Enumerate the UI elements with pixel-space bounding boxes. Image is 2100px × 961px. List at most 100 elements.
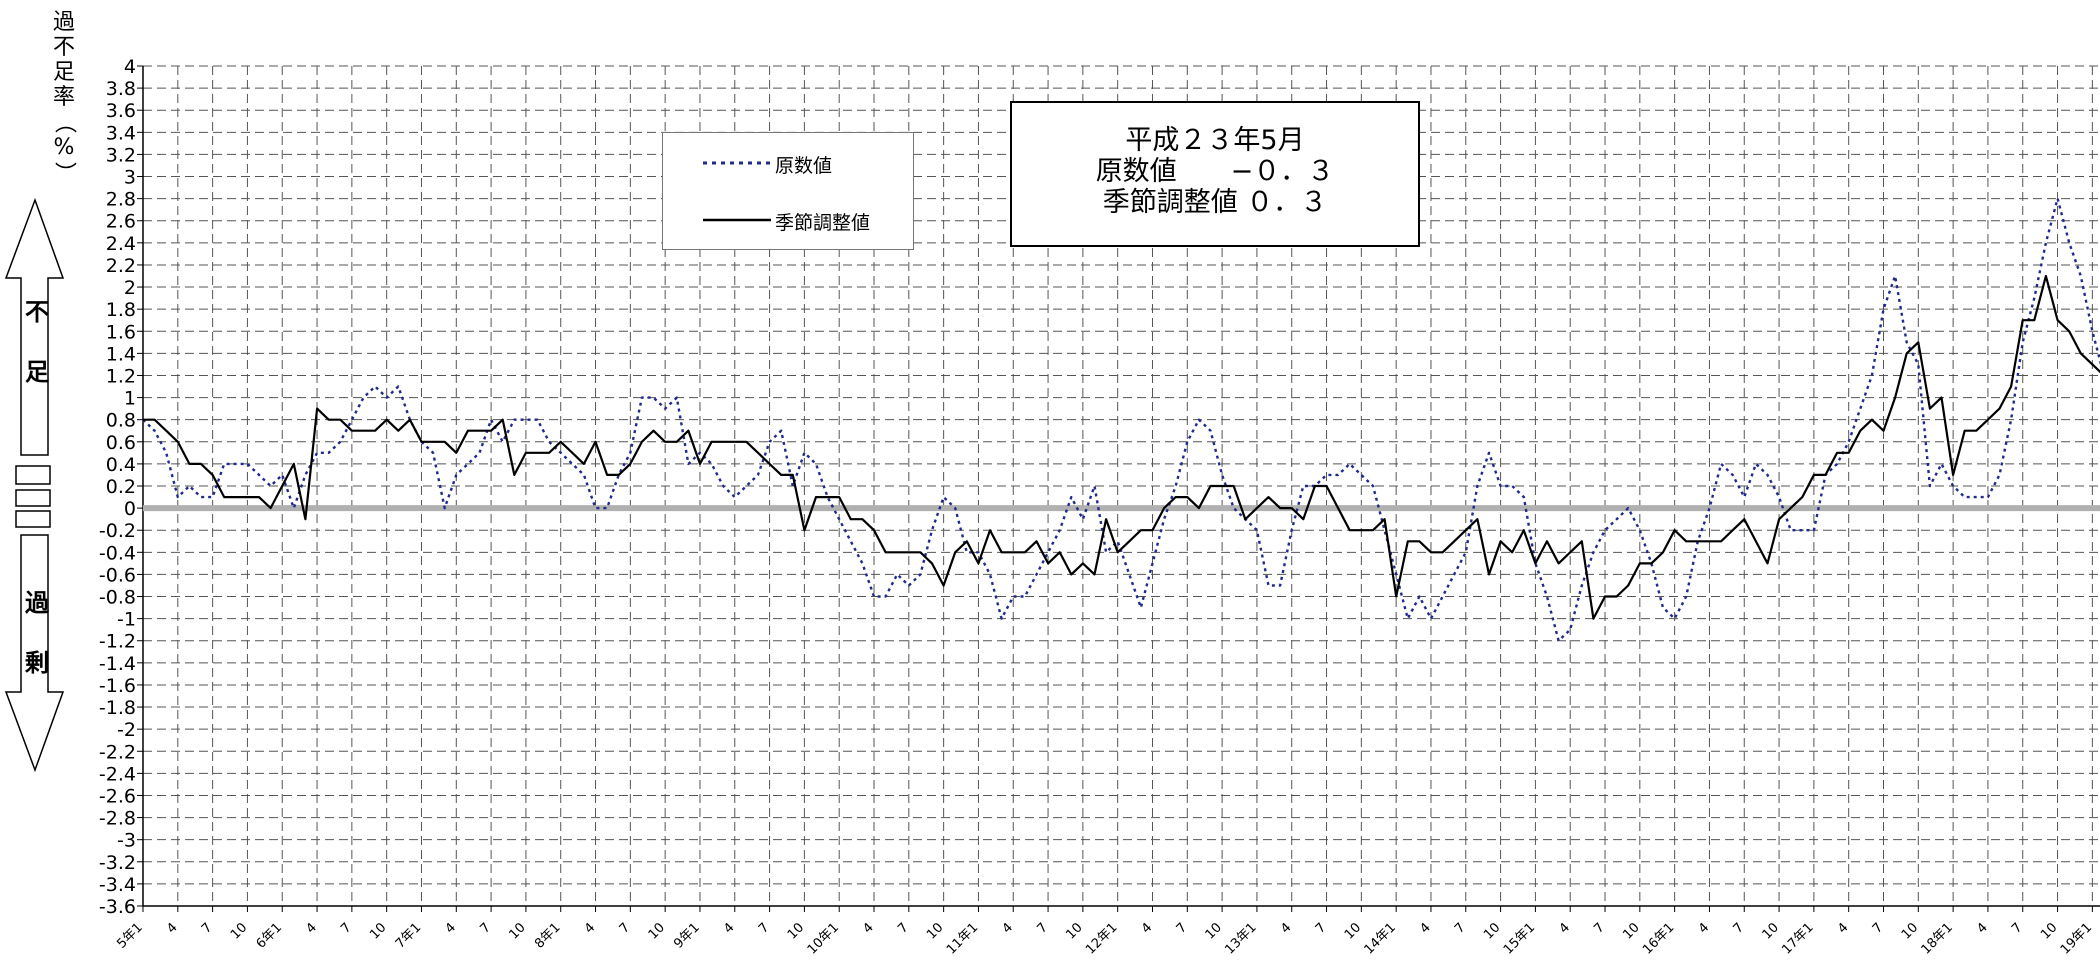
x-tick-label: 10 bbox=[1620, 920, 1642, 942]
x-tick-label: 19年1 bbox=[2058, 920, 2095, 957]
annotation-period: 平成２３年5月 bbox=[1125, 125, 1305, 156]
y-tick-label: -1.2 bbox=[99, 631, 136, 653]
x-tick-label: 4 bbox=[721, 920, 737, 936]
y-tick-label: 0.8 bbox=[106, 410, 136, 432]
x-tick-label: 4 bbox=[582, 920, 598, 936]
shortage-label: 不 足 bbox=[22, 282, 52, 402]
x-tick-label: 7 bbox=[895, 920, 911, 936]
x-tick-label: 10 bbox=[785, 920, 807, 942]
annotation-adjusted: 季節調整値 ０．３ bbox=[1102, 187, 1328, 218]
x-tick-label: 4 bbox=[164, 920, 180, 936]
shortage-excess-arrow bbox=[4, 197, 65, 773]
x-tick-label: 7 bbox=[338, 920, 354, 936]
x-tick-label: 6年1 bbox=[254, 920, 285, 951]
y-tick-label: -1.6 bbox=[99, 675, 136, 697]
x-tick-label: 7 bbox=[2009, 920, 2025, 936]
y-tick-label: 3.8 bbox=[106, 78, 136, 100]
x-tick-label: 4 bbox=[1557, 920, 1573, 936]
series-adjusted-line bbox=[143, 274, 2100, 620]
x-tick-label: 7 bbox=[1174, 920, 1190, 936]
legend-swatches bbox=[703, 161, 771, 222]
x-tick-label: 10 bbox=[1481, 920, 1503, 942]
x-tick-label: 10 bbox=[646, 920, 668, 942]
y-tick-label: 3.2 bbox=[106, 144, 136, 166]
x-tick-label: 10年1 bbox=[805, 920, 842, 957]
x-tick-label: 14年1 bbox=[1362, 920, 1399, 957]
x-tick-label: 7 bbox=[1452, 920, 1468, 936]
y-tick-label: 1.4 bbox=[106, 343, 136, 365]
x-tick-label: 4 bbox=[860, 920, 876, 936]
y-tick-labels: 43.83.63.43.232.82.62.42.221.81.61.41.21… bbox=[99, 56, 136, 918]
x-tick-label: 10 bbox=[228, 920, 250, 942]
y-tick-label: 0.2 bbox=[106, 476, 136, 498]
y-tick-label: -3 bbox=[117, 830, 136, 852]
y-tick-label: -0.6 bbox=[99, 564, 136, 586]
x-tick-label: 7 bbox=[756, 920, 772, 936]
legend-item-raw: 原数値 bbox=[775, 155, 833, 177]
x-tick-label: 7 bbox=[1034, 920, 1050, 936]
y-axis-label-char: 不 bbox=[52, 35, 75, 60]
x-tick-label: 18年1 bbox=[1919, 920, 1956, 957]
x-tick-label: 12年1 bbox=[1083, 920, 1120, 957]
x-tick-label: 8年1 bbox=[532, 920, 563, 951]
series-lines bbox=[142, 197, 2100, 642]
y-tick-label: -2.2 bbox=[99, 741, 136, 763]
x-tick-label: 10 bbox=[1203, 920, 1225, 942]
excess-char: 過 bbox=[25, 589, 49, 617]
y-axis-label: 過 不 足 率 （ % ） bbox=[51, 10, 77, 185]
y-axis-label-char: 率 bbox=[52, 85, 75, 110]
x-tick-label: 17年1 bbox=[1779, 920, 1816, 957]
x-tick-label: 7 bbox=[617, 920, 633, 936]
x-tick-label: 10 bbox=[367, 920, 389, 942]
x-tick-label: 7 bbox=[1731, 920, 1747, 936]
y-tick-label: 0 bbox=[124, 498, 136, 520]
x-tick-label: 10 bbox=[924, 920, 946, 942]
y-tick-label: 1.8 bbox=[106, 299, 136, 321]
x-tick-label: 7年1 bbox=[393, 920, 424, 951]
y-tick-label: -2.4 bbox=[99, 763, 136, 785]
y-tick-label: 2.2 bbox=[106, 255, 136, 277]
x-tick-label: 7 bbox=[1591, 920, 1607, 936]
x-tick-label: 10 bbox=[506, 920, 528, 942]
y-tick-label: 0.6 bbox=[106, 432, 136, 454]
y-tick-label: 1 bbox=[124, 388, 136, 410]
x-tick-label: 15年1 bbox=[1501, 920, 1538, 957]
x-tick-label: 4 bbox=[1000, 920, 1016, 936]
y-axis-label-char: 足 bbox=[52, 60, 75, 85]
x-tick-label: 4 bbox=[443, 920, 459, 936]
y-tick-label: 2 bbox=[124, 277, 136, 299]
x-tick-label: 4 bbox=[1417, 920, 1433, 936]
y-tick-label: 2.6 bbox=[106, 211, 136, 233]
y-tick-label: -3.2 bbox=[99, 852, 136, 874]
y-tick-label: -0.8 bbox=[99, 587, 136, 609]
y-axis-label-char: ） bbox=[51, 161, 77, 184]
y-tick-label: 0.4 bbox=[106, 454, 136, 476]
y-axis-label-char: 過 bbox=[52, 10, 75, 35]
annotation-box: 平成２３年5月 原数値 −０．３ 季節調整値 ０．３ bbox=[1010, 101, 1420, 247]
x-tick-label: 4 bbox=[1278, 920, 1294, 936]
y-tick-label: 4 bbox=[124, 56, 136, 78]
annotation-raw: 原数値 −０．３ bbox=[1095, 156, 1335, 187]
y-tick-label: 3 bbox=[124, 167, 136, 189]
x-tick-label: 7 bbox=[477, 920, 493, 936]
x-tick-label: 4 bbox=[303, 920, 319, 936]
y-tick-label: -2 bbox=[117, 719, 136, 741]
x-tick-label: 10 bbox=[1760, 920, 1782, 942]
x-tick-label: 9年1 bbox=[671, 920, 702, 951]
shortage-char: 不 bbox=[25, 298, 49, 326]
y-tick-label: 3.4 bbox=[106, 122, 136, 144]
x-tick-label: 4 bbox=[1835, 920, 1851, 936]
excess-char: 剰 bbox=[25, 649, 49, 677]
x-tick-label: 13年1 bbox=[1222, 920, 1259, 957]
x-tick-label: 4 bbox=[1696, 920, 1712, 936]
x-tick-label: 10 bbox=[1899, 920, 1921, 942]
y-tick-label: 3.6 bbox=[106, 100, 136, 122]
excess-label: 過 剰 bbox=[22, 573, 52, 693]
y-tick-label: -1.4 bbox=[99, 653, 136, 675]
legend-item-adjusted: 季節調整値 bbox=[775, 212, 871, 234]
y-tick-label: -0.2 bbox=[99, 520, 136, 542]
x-tick-label: 10 bbox=[2038, 920, 2060, 942]
x-tick-label: 5年1 bbox=[114, 920, 145, 951]
y-tick-label: -1 bbox=[117, 609, 136, 631]
